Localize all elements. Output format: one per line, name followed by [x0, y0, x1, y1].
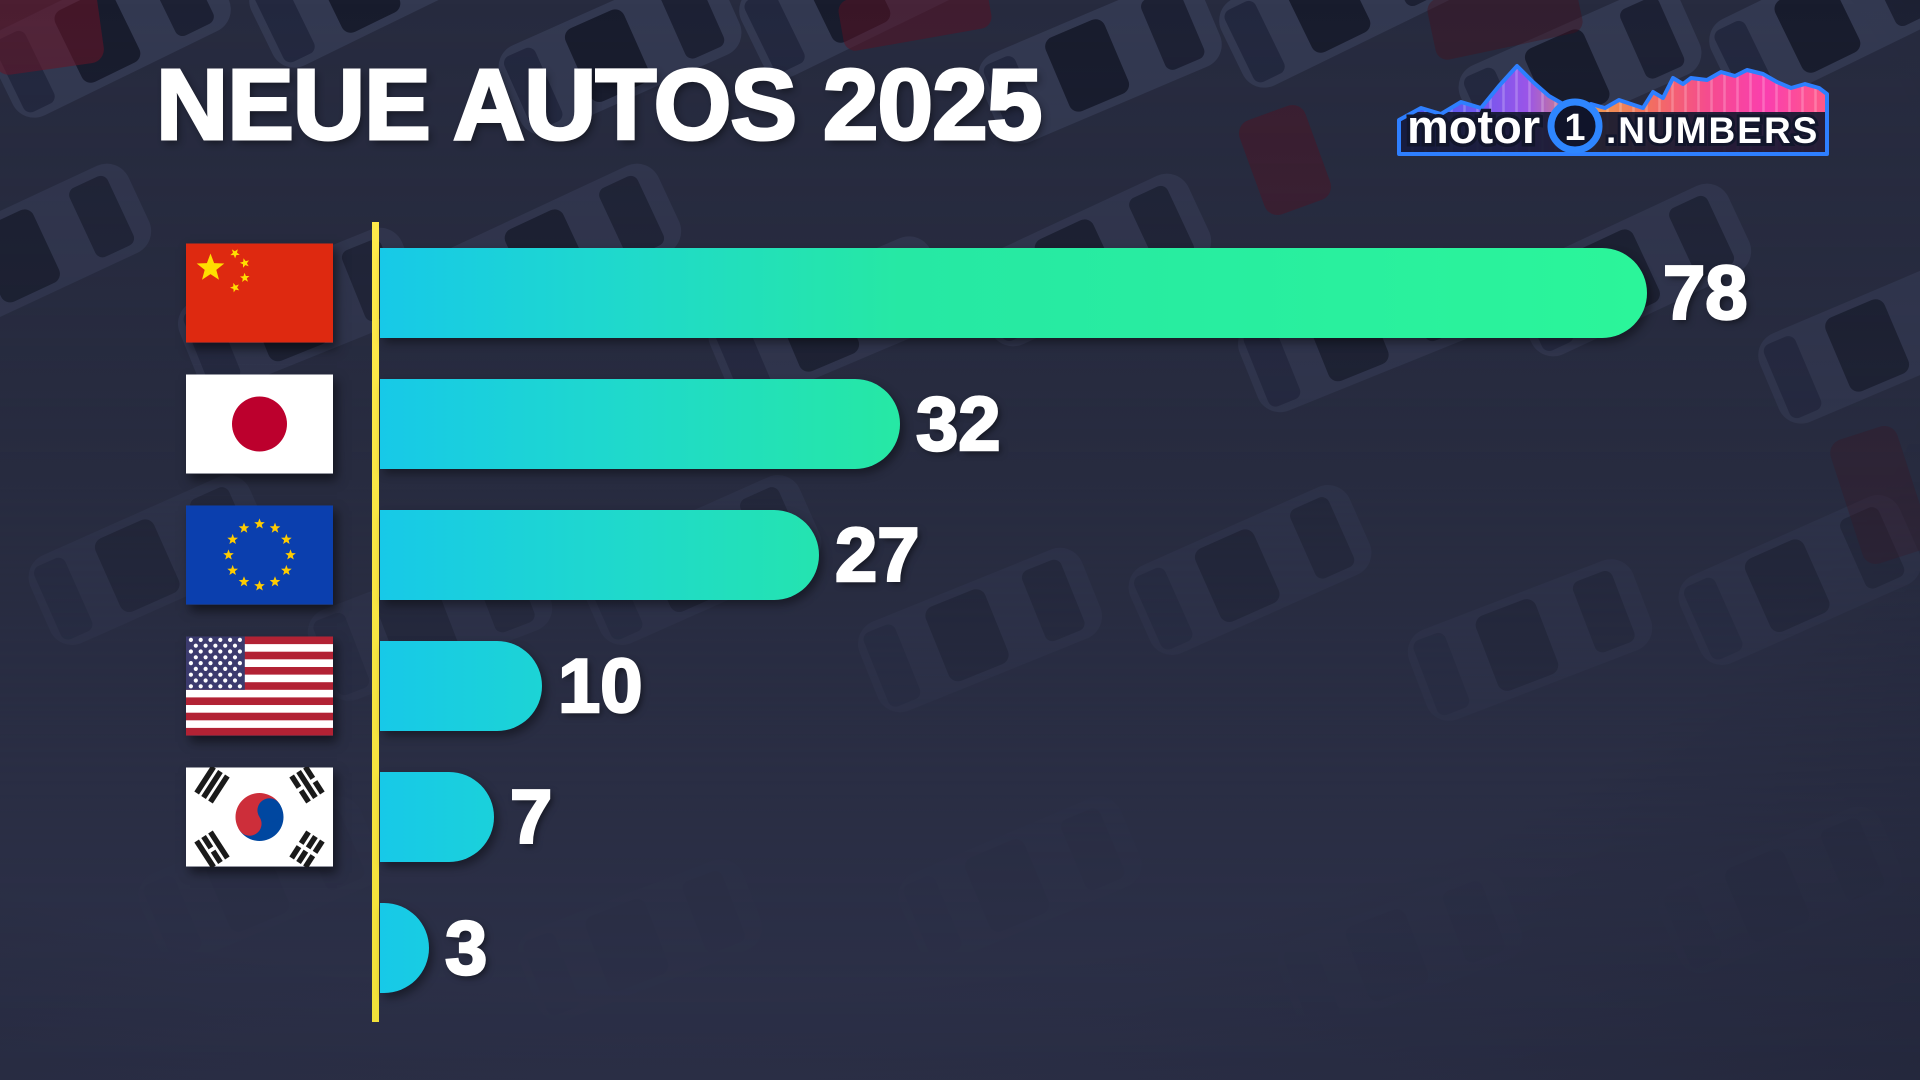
logo-text-band [1399, 112, 1827, 154]
chart-row-united-states: 10 [0, 636, 1920, 736]
logo-badge-ring [1547, 98, 1603, 154]
motor1-numbers-logo: motor 1 .NUMBERS [1397, 64, 1829, 157]
chart-row-japan: 32 [0, 374, 1920, 474]
svg-text:.NUMBERS: .NUMBERS [1606, 110, 1819, 151]
bar-value-label: 7 [509, 774, 554, 862]
bar-china [380, 248, 1647, 338]
bar-value-label: 32 [915, 381, 1002, 469]
chart-axis-line [372, 222, 379, 1022]
bar-japan [380, 379, 900, 469]
chart-row-china: 78 [0, 243, 1920, 343]
page-title: NEUE AUTOS 2025 [154, 48, 1043, 163]
bar-unlabeled [380, 903, 429, 993]
bar-united-states [380, 641, 542, 731]
bar-value-label: 10 [557, 643, 644, 731]
logo-separator: . [1606, 110, 1618, 151]
logo-suffix-text: NUMBERS [1618, 110, 1819, 151]
flag-eu [186, 505, 333, 605]
bar-value-label: 78 [1662, 250, 1749, 338]
bar-south-korea [380, 772, 494, 862]
flag-japan [186, 374, 333, 474]
bar-value-label: 27 [834, 512, 921, 600]
logo-badge-number: 1 [1564, 107, 1585, 149]
chart-row-south-korea: 7 [0, 767, 1920, 867]
logo-brand-text: motor [1407, 100, 1540, 153]
chart-row-european-union: 27 [0, 505, 1920, 605]
flag-south-korea [186, 767, 333, 867]
bar-value-label: 3 [444, 905, 489, 993]
chart-row-unlabeled: 3 [0, 903, 1920, 993]
bar-european-union [380, 510, 819, 600]
flag-china [186, 243, 333, 343]
flag-usa [186, 636, 333, 736]
